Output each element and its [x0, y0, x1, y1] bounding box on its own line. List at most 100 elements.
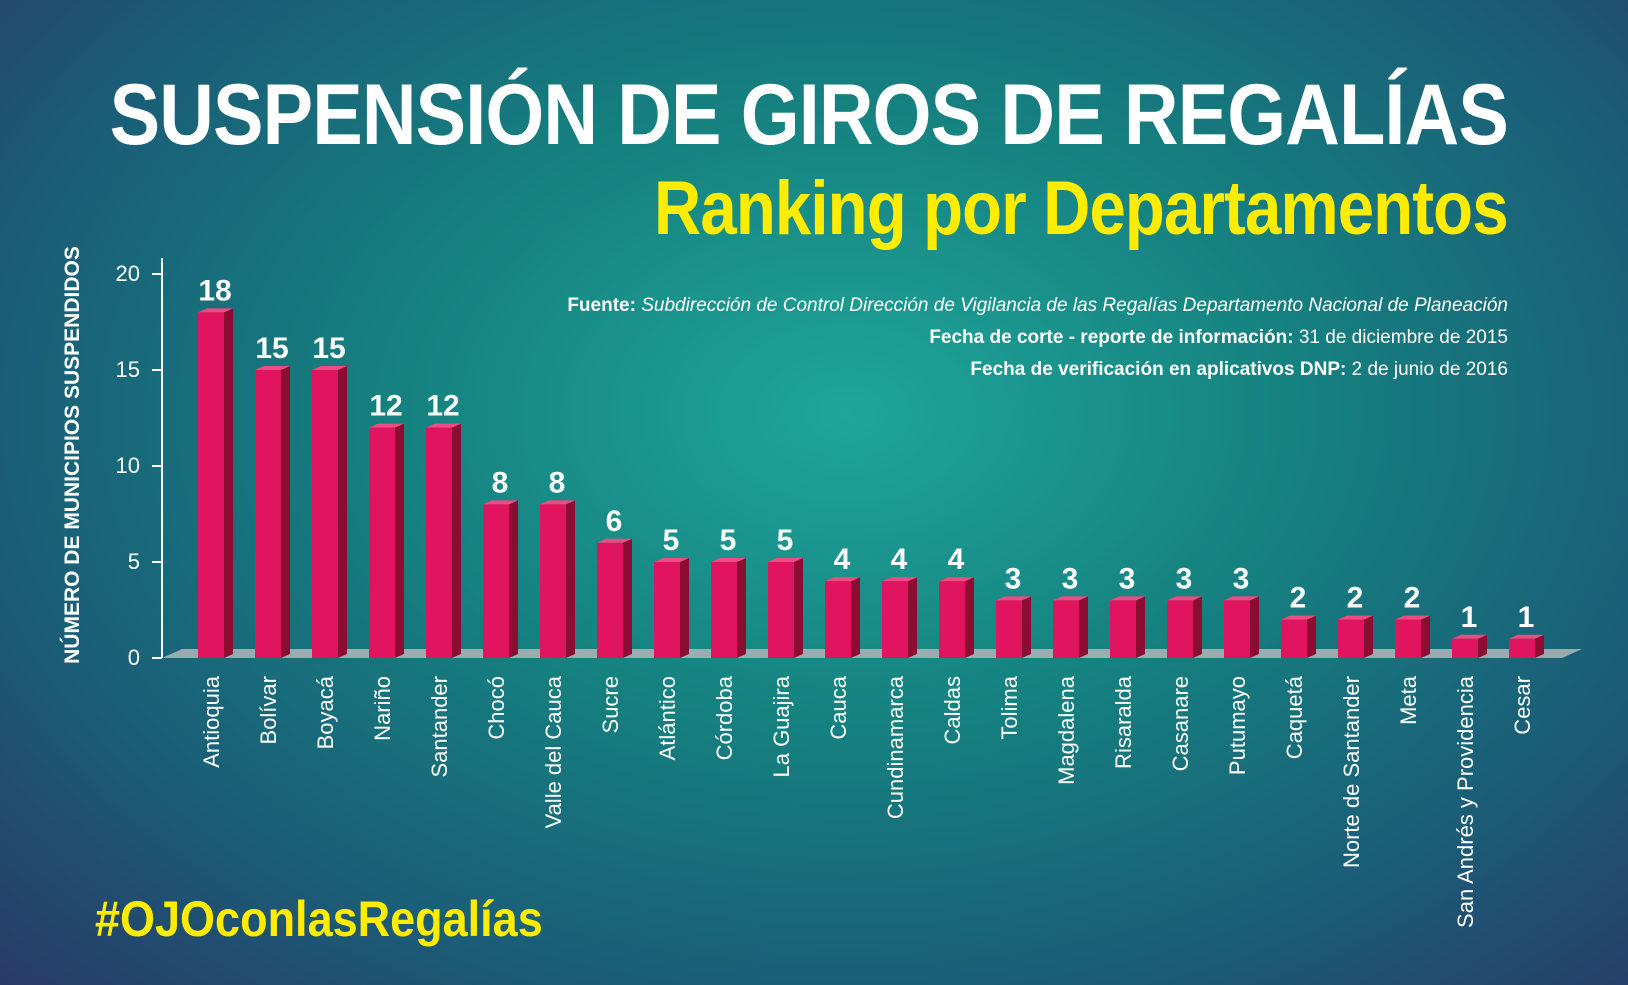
bar-value-label: 2	[1290, 582, 1307, 615]
bar-1	[198, 308, 233, 658]
chart-subtitle: Ranking por Departamentos	[654, 166, 1509, 251]
bar-2	[255, 366, 290, 658]
bar-value-label: 5	[777, 524, 794, 557]
bar-16	[1053, 596, 1088, 658]
bar	[996, 600, 1022, 658]
bar-side	[1421, 615, 1430, 658]
bar-side	[395, 423, 404, 658]
bar-21	[1338, 615, 1373, 658]
bar-19	[1224, 596, 1259, 658]
bar-side	[1478, 634, 1487, 658]
bar-20	[1281, 615, 1316, 658]
bar-value-label: 8	[492, 466, 509, 499]
bar	[312, 370, 338, 658]
bar-5	[426, 423, 461, 658]
category-label: Córdoba	[712, 675, 737, 760]
y-tick-label: 15	[116, 357, 140, 382]
bar-3	[312, 366, 347, 658]
bar-value-label: 3	[1119, 562, 1136, 595]
bar-23	[1452, 634, 1487, 658]
bar	[540, 504, 566, 658]
bar-14	[939, 577, 974, 658]
bar-top	[597, 538, 632, 543]
bar-side	[1364, 615, 1373, 658]
bar-top	[1395, 615, 1430, 620]
bar	[597, 542, 623, 658]
bar	[198, 312, 224, 658]
bar-value-label: 2	[1404, 582, 1421, 615]
bar	[483, 504, 509, 658]
bar	[882, 581, 908, 658]
bar-side	[623, 538, 632, 658]
bar-7	[540, 500, 575, 658]
bar	[1110, 600, 1136, 658]
category-label: Bolívar	[256, 676, 281, 744]
cutoff-value: 31 de diciembre de 2015	[1298, 327, 1508, 348]
bar	[1167, 600, 1193, 658]
category-label: Putumayo	[1225, 676, 1250, 775]
bar-top	[1338, 615, 1373, 620]
bar-4	[369, 423, 404, 658]
bar-value-label: 8	[549, 466, 566, 499]
bar-value-label: 15	[255, 332, 288, 365]
bar-value-label: 2	[1347, 582, 1364, 615]
bar	[1053, 600, 1079, 658]
bar	[768, 562, 794, 658]
bar-side	[224, 308, 233, 658]
bar-side	[1535, 634, 1544, 658]
category-label: Chocó	[484, 676, 509, 740]
category-label: Valle del Cauca	[541, 675, 566, 828]
bar-top	[711, 558, 746, 562]
hashtag: #OJOconlasRegalías	[95, 891, 543, 947]
bar-value-label: 12	[426, 390, 459, 423]
bar-value-label: 1	[1461, 601, 1478, 634]
bar-top	[1167, 596, 1202, 601]
y-tick-label: 5	[128, 549, 140, 574]
bar-side	[281, 366, 290, 658]
bar	[825, 581, 851, 658]
category-label: Caldas	[940, 676, 965, 744]
bar	[369, 427, 395, 658]
bar-value-label: 3	[1233, 562, 1250, 595]
category-label: Casanare	[1168, 676, 1193, 771]
bar-22	[1395, 615, 1430, 658]
cutoff-label: Fecha de corte - reporte de información:	[929, 327, 1294, 348]
bar-top	[483, 500, 518, 505]
bar-value-label: 4	[834, 543, 851, 576]
bar-top	[1281, 615, 1316, 620]
category-label: Magdalena	[1054, 675, 1079, 785]
bar-value-label: 18	[198, 274, 231, 307]
bar	[711, 562, 737, 658]
bar-17	[1110, 596, 1145, 658]
bar-top	[654, 558, 689, 562]
bar-side	[1193, 596, 1202, 658]
y-tick-label: 0	[128, 645, 140, 670]
category-label: Cundinamarca	[883, 675, 908, 819]
bar-side	[509, 500, 518, 658]
bar-side	[452, 423, 461, 658]
bar-top	[198, 308, 233, 313]
cutoff-line: Fecha de corte - reporte de información:…	[567, 322, 1508, 354]
bar-13	[882, 577, 917, 658]
verification-line: Fecha de verificación en aplicativos DNP…	[567, 354, 1508, 386]
bar-top	[825, 577, 860, 582]
bar-12	[825, 577, 860, 658]
chart-title: SUSPENSIÓN DE GIROS DE REGALÍAS	[109, 67, 1509, 163]
category-label: San Andrés y Providencia	[1453, 675, 1478, 928]
bar	[1509, 638, 1535, 658]
bar-top	[939, 577, 974, 582]
category-label: Tolima	[997, 675, 1022, 739]
y-tick-label: 20	[116, 261, 140, 286]
category-label: Nariño	[370, 676, 395, 741]
bar-side	[680, 558, 689, 658]
category-label: Meta	[1396, 675, 1421, 725]
source-line: Fuente: Subdirección de Control Direcció…	[567, 290, 1508, 322]
verification-value: 2 de junio de 2016	[1351, 359, 1508, 380]
bar-24	[1509, 634, 1544, 658]
bar	[654, 562, 680, 658]
bar-value-label: 15	[312, 332, 345, 365]
category-label: Santander	[427, 676, 452, 778]
category-label: Risaralda	[1111, 675, 1136, 769]
bar-side	[1079, 596, 1088, 658]
